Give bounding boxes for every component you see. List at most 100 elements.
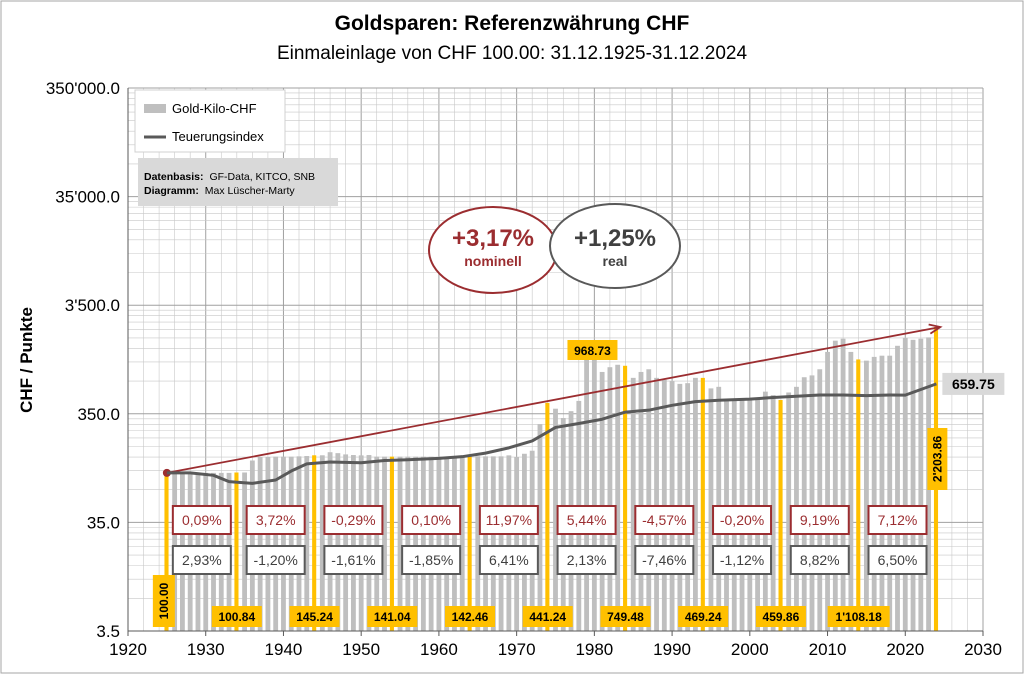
- decade-real-box: [245, 545, 306, 575]
- y-tick-label: 3'500.0: [65, 296, 120, 315]
- bar-highlight: [234, 472, 239, 631]
- start-label-box: [152, 575, 175, 627]
- bar: [428, 456, 434, 631]
- decade-value-box: [827, 606, 890, 627]
- decade-value-label: 145.24: [296, 610, 333, 624]
- bar: [358, 455, 364, 631]
- decade-nominal-value: -0,20%: [720, 512, 764, 528]
- bar: [382, 456, 387, 631]
- y-tick-label: 350'000.0: [46, 79, 120, 98]
- x-tick-label: 2020: [886, 640, 924, 659]
- decade-nominal-box: [323, 505, 384, 535]
- decade-nominal-box: [556, 505, 617, 535]
- bar: [273, 456, 279, 631]
- decade-nominal-box: [478, 505, 539, 535]
- bar: [918, 338, 924, 631]
- x-tick-label: 2000: [731, 640, 769, 659]
- chart-title: Goldsparen: Referenzwährung CHF: [335, 12, 690, 35]
- decade-value-box: [445, 606, 495, 627]
- bar: [599, 371, 605, 631]
- bar: [863, 360, 869, 631]
- legend: Gold-Kilo-CHF Teuerungsindex: [134, 89, 286, 153]
- bar: [490, 456, 496, 631]
- decade-real-value: 2,93%: [182, 552, 222, 568]
- decade-nominal-value: 11,97%: [486, 512, 532, 528]
- start-label: 100.00: [157, 582, 171, 619]
- bar: [281, 456, 286, 631]
- x-tick-label: 1970: [498, 640, 536, 659]
- bar: [405, 456, 411, 631]
- bar: [420, 456, 426, 631]
- x-tick-label: 2010: [809, 640, 847, 659]
- decade-value-label: 142.46: [452, 610, 489, 624]
- bar: [801, 377, 807, 631]
- bar: [483, 456, 488, 631]
- bar: [436, 456, 442, 631]
- decade-value-box: [211, 606, 262, 627]
- bar: [296, 456, 302, 631]
- decade-value-label: 749.48: [607, 610, 644, 624]
- decade-value-label: 459.86: [763, 610, 800, 624]
- index-end-label: 659.75: [952, 376, 995, 392]
- bar-highlight: [312, 455, 317, 631]
- real-rate: +1,25%: [574, 225, 656, 252]
- nominal-bubble: +3,17% nominell: [428, 206, 558, 294]
- decade-nominal-box: [867, 505, 928, 535]
- bar: [498, 456, 504, 631]
- bar: [304, 456, 310, 631]
- bar: [242, 472, 248, 631]
- chart-subtitle: Einmaleinlage von CHF 100.00: 31.12.1925…: [277, 43, 747, 64]
- end-label-box: [927, 428, 948, 490]
- axes: 3.5 35.0 350.0 3'500.0 35'000.0 350'000.0 1920…: [46, 79, 1002, 659]
- bar: [770, 395, 776, 631]
- decade-real-value: 6,50%: [878, 552, 918, 568]
- decade-nominal-box: [401, 505, 462, 535]
- bar: [817, 369, 823, 631]
- decade-nominal-value: -0,29%: [331, 512, 375, 528]
- bar: [708, 388, 714, 631]
- bar: [459, 456, 465, 631]
- bar: [832, 340, 838, 631]
- bar: [475, 456, 481, 631]
- svg-text:Datenbasis: GF-Data, KIT: Datenbasis: GF-Data, KITCO, SNB: [144, 171, 315, 183]
- decade-value-label: 100.84: [218, 610, 255, 624]
- x-tick-label: 1990: [653, 640, 691, 659]
- decade-nominal-value: 9,19%: [800, 512, 840, 528]
- bar-highlight: [467, 456, 472, 631]
- diagram-label: Diagramm:: [144, 185, 199, 197]
- bar: [786, 392, 792, 631]
- bar: [521, 453, 527, 631]
- bar: [584, 357, 590, 631]
- y-axis-label: CHF / Punkte: [17, 307, 36, 413]
- nominal-rate: +3,17%: [452, 225, 534, 252]
- bar: [288, 456, 294, 631]
- decade-real-value: 8,82%: [800, 552, 840, 568]
- decade-real-value: 2,13%: [567, 552, 607, 568]
- bar: [809, 375, 815, 631]
- legend-box: [134, 89, 286, 153]
- y-tick-label: 35.0: [87, 513, 120, 532]
- source-value: GF-Data, KITCO, SNB: [209, 171, 315, 183]
- decade-nominal-box: [634, 505, 695, 535]
- x-tick-label: 1930: [187, 640, 225, 659]
- bar: [630, 377, 636, 631]
- bar: [265, 457, 271, 631]
- source-box: [138, 158, 338, 206]
- decade-value-box: [367, 606, 418, 627]
- bar: [506, 455, 512, 631]
- bar-highlight: [856, 359, 861, 631]
- decade-value-label: 1'108.18: [836, 610, 883, 624]
- bar: [871, 356, 877, 631]
- decade-value-box: [522, 606, 573, 627]
- decade-nominal-box: [712, 505, 773, 535]
- bar: [654, 377, 659, 631]
- bar: [902, 337, 908, 631]
- bar: [840, 338, 846, 631]
- decade-real-box: [478, 545, 539, 575]
- nominal-label: nominell: [464, 253, 522, 269]
- decade-real-value: -1,20%: [254, 552, 298, 568]
- x-tick-label: 1980: [575, 640, 613, 659]
- decade-returns: 0,09% 2,93% 3,72% -1,20% -0,29% -1,61% 0,10% -1…: [171, 505, 928, 575]
